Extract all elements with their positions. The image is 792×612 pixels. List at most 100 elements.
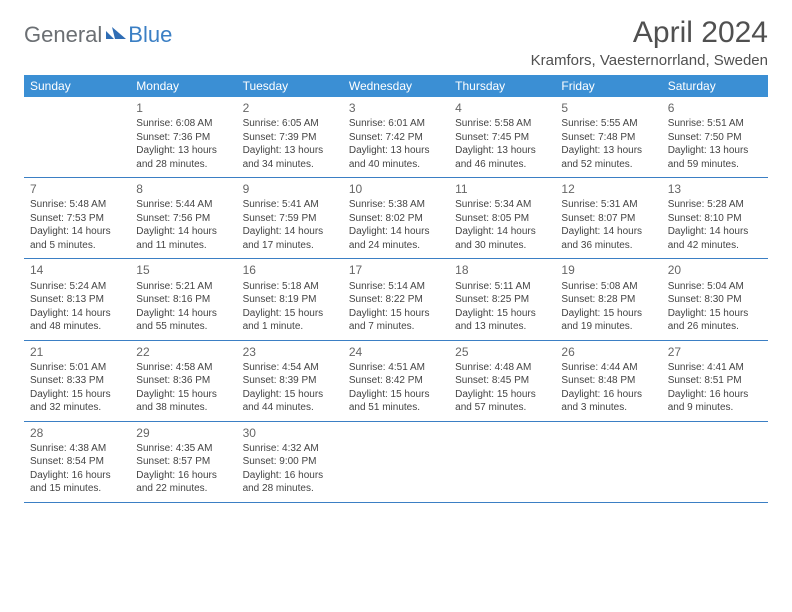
day-number: 5 bbox=[561, 100, 655, 116]
sunset-text: Sunset: 8:10 PM bbox=[668, 212, 762, 226]
header: General Blue April 2024 Kramfors, Vaeste… bbox=[24, 16, 768, 69]
day-cell: 2Sunrise: 6:05 AMSunset: 7:39 PMDaylight… bbox=[237, 97, 343, 177]
daylight-text: Daylight: 14 hours bbox=[668, 225, 762, 239]
sunrise-text: Sunrise: 5:55 AM bbox=[561, 117, 655, 131]
day-header: Tuesday bbox=[237, 75, 343, 97]
daylight-text: Daylight: 14 hours bbox=[136, 307, 230, 321]
daylight-text: and 42 minutes. bbox=[668, 239, 762, 253]
daylight-text: Daylight: 16 hours bbox=[243, 469, 337, 483]
sunrise-text: Sunrise: 5:48 AM bbox=[30, 198, 124, 212]
daylight-text: and 48 minutes. bbox=[30, 320, 124, 334]
daylight-text: and 32 minutes. bbox=[30, 401, 124, 415]
daylight-text: Daylight: 16 hours bbox=[30, 469, 124, 483]
day-header: Thursday bbox=[449, 75, 555, 97]
day-cell: 11Sunrise: 5:34 AMSunset: 8:05 PMDayligh… bbox=[449, 178, 555, 258]
day-cell: 18Sunrise: 5:11 AMSunset: 8:25 PMDayligh… bbox=[449, 259, 555, 339]
sunset-text: Sunset: 7:48 PM bbox=[561, 131, 655, 145]
calendar: SundayMondayTuesdayWednesdayThursdayFrid… bbox=[24, 75, 768, 503]
sunset-text: Sunset: 7:45 PM bbox=[455, 131, 549, 145]
sunrise-text: Sunrise: 4:48 AM bbox=[455, 361, 549, 375]
title-block: April 2024 Kramfors, Vaesternorrland, Sw… bbox=[531, 16, 768, 69]
day-number: 13 bbox=[668, 181, 762, 197]
daylight-text: Daylight: 13 hours bbox=[243, 144, 337, 158]
day-cell: 26Sunrise: 4:44 AMSunset: 8:48 PMDayligh… bbox=[555, 341, 661, 421]
day-cell: 29Sunrise: 4:35 AMSunset: 8:57 PMDayligh… bbox=[130, 422, 236, 502]
daylight-text: and 15 minutes. bbox=[30, 482, 124, 496]
sunrise-text: Sunrise: 5:11 AM bbox=[455, 280, 549, 294]
day-number: 6 bbox=[668, 100, 762, 116]
sunset-text: Sunset: 7:50 PM bbox=[668, 131, 762, 145]
page-title: April 2024 bbox=[531, 16, 768, 50]
day-cell: 1Sunrise: 6:08 AMSunset: 7:36 PMDaylight… bbox=[130, 97, 236, 177]
day-number: 23 bbox=[243, 344, 337, 360]
daylight-text: Daylight: 14 hours bbox=[349, 225, 443, 239]
daylight-text: and 17 minutes. bbox=[243, 239, 337, 253]
sunset-text: Sunset: 8:48 PM bbox=[561, 374, 655, 388]
location-text: Kramfors, Vaesternorrland, Sweden bbox=[531, 52, 768, 69]
daylight-text: and 57 minutes. bbox=[455, 401, 549, 415]
logo: General Blue bbox=[24, 16, 172, 48]
sunset-text: Sunset: 7:53 PM bbox=[30, 212, 124, 226]
daylight-text: Daylight: 16 hours bbox=[561, 388, 655, 402]
daylight-text: and 26 minutes. bbox=[668, 320, 762, 334]
sunset-text: Sunset: 8:54 PM bbox=[30, 455, 124, 469]
sunrise-text: Sunrise: 4:35 AM bbox=[136, 442, 230, 456]
sunset-text: Sunset: 8:05 PM bbox=[455, 212, 549, 226]
week-row: 1Sunrise: 6:08 AMSunset: 7:36 PMDaylight… bbox=[24, 97, 768, 178]
day-number: 28 bbox=[30, 425, 124, 441]
sunset-text: Sunset: 9:00 PM bbox=[243, 455, 337, 469]
daylight-text: and 38 minutes. bbox=[136, 401, 230, 415]
week-row: 7Sunrise: 5:48 AMSunset: 7:53 PMDaylight… bbox=[24, 178, 768, 259]
daylight-text: and 34 minutes. bbox=[243, 158, 337, 172]
daylight-text: Daylight: 14 hours bbox=[136, 225, 230, 239]
sunset-text: Sunset: 8:39 PM bbox=[243, 374, 337, 388]
sunset-text: Sunset: 8:25 PM bbox=[455, 293, 549, 307]
day-number: 10 bbox=[349, 181, 443, 197]
daylight-text: Daylight: 15 hours bbox=[243, 307, 337, 321]
day-number: 8 bbox=[136, 181, 230, 197]
sunrise-text: Sunrise: 4:54 AM bbox=[243, 361, 337, 375]
daylight-text: and 1 minute. bbox=[243, 320, 337, 334]
day-cell: 12Sunrise: 5:31 AMSunset: 8:07 PMDayligh… bbox=[555, 178, 661, 258]
day-cell: 6Sunrise: 5:51 AMSunset: 7:50 PMDaylight… bbox=[662, 97, 768, 177]
daylight-text: Daylight: 14 hours bbox=[30, 225, 124, 239]
day-cell: 23Sunrise: 4:54 AMSunset: 8:39 PMDayligh… bbox=[237, 341, 343, 421]
sunset-text: Sunset: 7:39 PM bbox=[243, 131, 337, 145]
sunset-text: Sunset: 8:57 PM bbox=[136, 455, 230, 469]
sunrise-text: Sunrise: 5:34 AM bbox=[455, 198, 549, 212]
sunset-text: Sunset: 8:07 PM bbox=[561, 212, 655, 226]
daylight-text: and 51 minutes. bbox=[349, 401, 443, 415]
sunrise-text: Sunrise: 4:32 AM bbox=[243, 442, 337, 456]
day-number: 21 bbox=[30, 344, 124, 360]
day-number: 25 bbox=[455, 344, 549, 360]
day-number: 15 bbox=[136, 262, 230, 278]
sunrise-text: Sunrise: 5:08 AM bbox=[561, 280, 655, 294]
sunrise-text: Sunrise: 5:04 AM bbox=[668, 280, 762, 294]
day-cell: 14Sunrise: 5:24 AMSunset: 8:13 PMDayligh… bbox=[24, 259, 130, 339]
day-cell: 5Sunrise: 5:55 AMSunset: 7:48 PMDaylight… bbox=[555, 97, 661, 177]
day-cell: 25Sunrise: 4:48 AMSunset: 8:45 PMDayligh… bbox=[449, 341, 555, 421]
daylight-text: and 28 minutes. bbox=[243, 482, 337, 496]
daylight-text: and 36 minutes. bbox=[561, 239, 655, 253]
day-header: Wednesday bbox=[343, 75, 449, 97]
day-cell: 13Sunrise: 5:28 AMSunset: 8:10 PMDayligh… bbox=[662, 178, 768, 258]
daylight-text: Daylight: 15 hours bbox=[455, 307, 549, 321]
day-number: 17 bbox=[349, 262, 443, 278]
day-cell: 28Sunrise: 4:38 AMSunset: 8:54 PMDayligh… bbox=[24, 422, 130, 502]
daylight-text: and 13 minutes. bbox=[455, 320, 549, 334]
sunrise-text: Sunrise: 6:05 AM bbox=[243, 117, 337, 131]
day-number: 26 bbox=[561, 344, 655, 360]
empty-cell bbox=[343, 422, 449, 502]
daylight-text: Daylight: 14 hours bbox=[30, 307, 124, 321]
week-row: 21Sunrise: 5:01 AMSunset: 8:33 PMDayligh… bbox=[24, 341, 768, 422]
sunset-text: Sunset: 7:59 PM bbox=[243, 212, 337, 226]
sunset-text: Sunset: 7:56 PM bbox=[136, 212, 230, 226]
day-number: 29 bbox=[136, 425, 230, 441]
day-number: 7 bbox=[30, 181, 124, 197]
daylight-text: Daylight: 15 hours bbox=[668, 307, 762, 321]
day-cell: 27Sunrise: 4:41 AMSunset: 8:51 PMDayligh… bbox=[662, 341, 768, 421]
sunrise-text: Sunrise: 6:01 AM bbox=[349, 117, 443, 131]
sunset-text: Sunset: 8:22 PM bbox=[349, 293, 443, 307]
day-cell: 20Sunrise: 5:04 AMSunset: 8:30 PMDayligh… bbox=[662, 259, 768, 339]
daylight-text: Daylight: 15 hours bbox=[561, 307, 655, 321]
